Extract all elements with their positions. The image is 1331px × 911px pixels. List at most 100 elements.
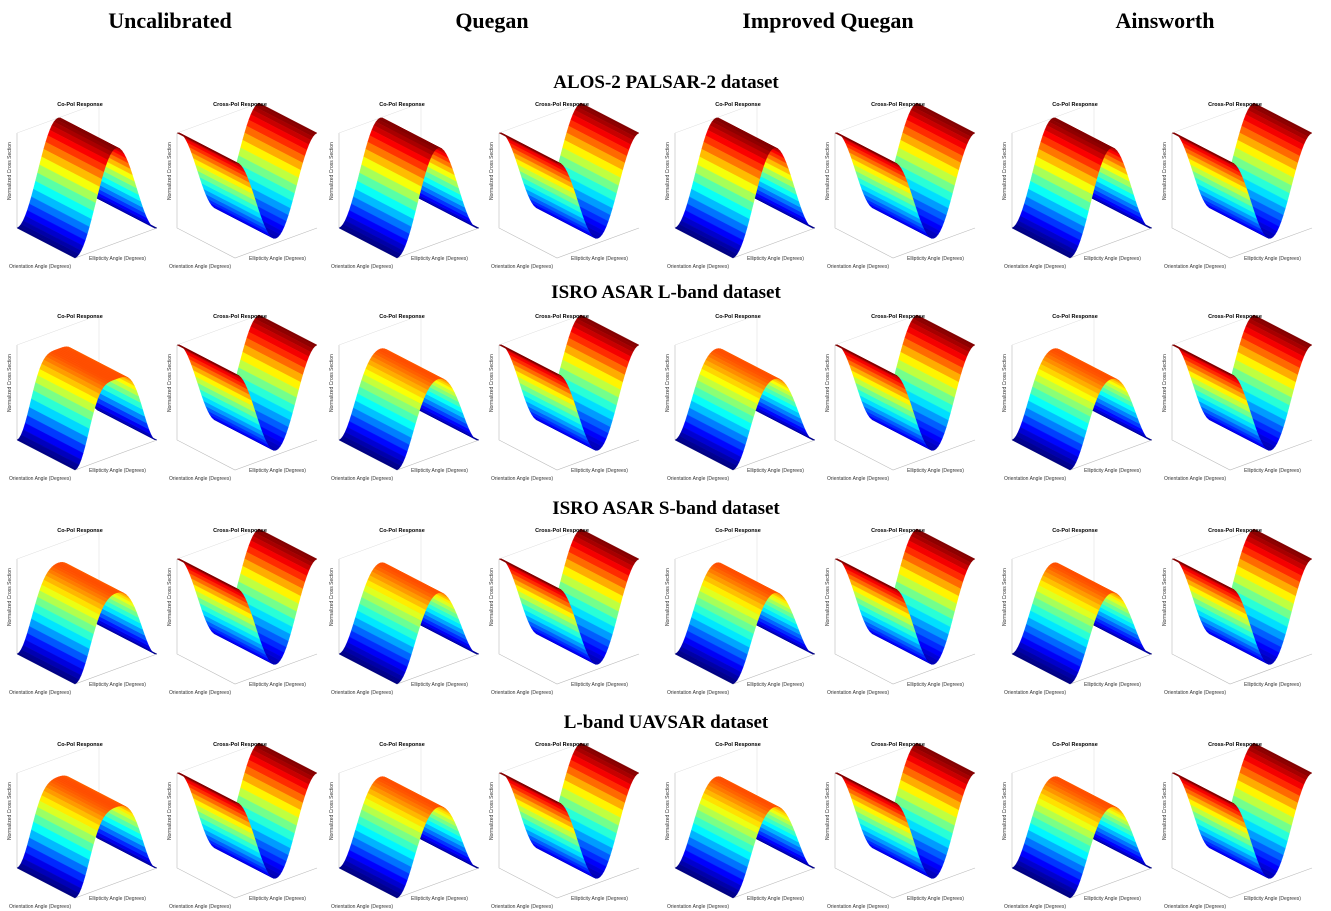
y-axis-label: Ellipticity Angle (Degrees) [1244,896,1301,902]
column-header: Uncalibrated [108,8,231,33]
z-axis-label: Normalized Cross Section [7,568,13,626]
plot-title: Cross-Pol Response [213,742,267,748]
axis-line [16,528,100,560]
plot-title: Cross-Pol Response [535,314,589,320]
surface-plot: Co-Pol Response Normalized Cross Section O… [1002,528,1153,696]
y-axis-label: Ellipticity Angle (Degrees) [249,256,306,262]
y-axis-label: Ellipticity Angle (Degrees) [1244,256,1301,262]
surface-strip [16,438,78,471]
y-axis-label: Ellipticity Angle (Degrees) [747,682,804,688]
plot-title: Cross-Pol Response [1208,528,1262,534]
x-axis-label: Orientation Angle (Degrees) [331,690,393,696]
z-axis-label: Normalized Cross Section [665,568,671,626]
y-axis-label: Ellipticity Angle (Degrees) [571,682,628,688]
axis-box [1171,559,1313,685]
plot-title: Co-Pol Response [379,742,425,748]
x-axis-label: Orientation Angle (Degrees) [491,690,553,696]
axis-box [1171,773,1313,899]
surface-plot: Cross-Pol Response Normalized Cross Secti… [825,742,976,910]
axis-line [176,528,260,560]
plot-title: Cross-Pol Response [535,528,589,534]
z-axis-label: Normalized Cross Section [329,568,335,626]
y-axis-label: Ellipticity Angle (Degrees) [571,256,628,262]
y-axis-label: Ellipticity Angle (Degrees) [747,256,804,262]
y-axis-label: Ellipticity Angle (Degrees) [411,896,468,902]
axis-line [834,102,918,134]
x-axis-label: Orientation Angle (Degrees) [1164,904,1226,910]
axis-box [176,345,318,471]
z-axis-label: Normalized Cross Section [825,354,831,412]
x-axis-label: Orientation Angle (Degrees) [667,904,729,910]
z-axis-label: Normalized Cross Section [489,782,495,840]
axis-line [1171,102,1255,134]
y-axis-label: Ellipticity Angle (Degrees) [907,468,964,474]
column-header: Quegan [455,8,528,33]
axis-box [176,559,318,685]
y-axis-label: Ellipticity Angle (Degrees) [1084,896,1141,902]
surface-strip [674,226,736,259]
z-axis-label: Normalized Cross Section [825,568,831,626]
surface-plot: Co-Pol Response Normalized Cross Section O… [1002,314,1153,482]
x-axis-label: Orientation Angle (Degrees) [491,264,553,270]
z-axis-label: Normalized Cross Section [329,142,335,200]
x-axis-label: Orientation Angle (Degrees) [827,264,889,270]
axis-line [1011,528,1095,560]
y-axis-label: Ellipticity Angle (Degrees) [411,682,468,688]
surface-plot: Co-Pol Response Normalized Cross Section O… [329,102,480,270]
surface-plot: Cross-Pol Response Normalized Cross Secti… [489,314,640,482]
surface-strip [176,558,238,590]
x-axis-label: Orientation Angle (Degrees) [331,904,393,910]
x-axis-label: Orientation Angle (Degrees) [1004,476,1066,482]
surface-plot: Cross-Pol Response Normalized Cross Secti… [167,742,318,910]
axis-line [674,742,758,774]
x-axis-label: Orientation Angle (Degrees) [1004,690,1066,696]
axis-line [834,314,918,346]
y-axis-label: Ellipticity Angle (Degrees) [571,896,628,902]
y-axis-label: Ellipticity Angle (Degrees) [1084,256,1141,262]
z-axis-label: Normalized Cross Section [665,782,671,840]
surface-plot: Co-Pol Response Normalized Cross Section O… [665,102,816,270]
axis-line [176,314,260,346]
surface-strip [338,652,400,685]
surface-strip [16,866,78,899]
plot-title: Cross-Pol Response [535,742,589,748]
surface-strip [16,226,78,259]
axis-line [16,742,100,774]
axis-line [674,314,758,346]
y-axis-label: Ellipticity Angle (Degrees) [89,896,146,902]
y-axis-label: Ellipticity Angle (Degrees) [89,256,146,262]
x-axis-label: Orientation Angle (Degrees) [827,476,889,482]
plot-title: Co-Pol Response [379,314,425,320]
plot-title: Co-Pol Response [1052,742,1098,748]
axis-line [338,742,422,774]
surface-strip [1011,438,1073,471]
surface-plot: Co-Pol Response Normalized Cross Section O… [1002,102,1153,270]
surface-plot: Cross-Pol Response Normalized Cross Secti… [825,528,976,696]
surface-strip [338,866,400,899]
surface-strip [1171,772,1233,804]
z-axis-label: Normalized Cross Section [167,142,173,200]
x-axis-label: Orientation Angle (Degrees) [1164,690,1226,696]
surface-strip [498,132,560,164]
y-axis-label: Ellipticity Angle (Degrees) [1084,682,1141,688]
axis-box [1171,345,1313,471]
surface-plot: Cross-Pol Response Normalized Cross Secti… [825,102,976,270]
axis-line [16,314,100,346]
surface-plot: Cross-Pol Response Normalized Cross Secti… [1162,314,1313,482]
z-axis-label: Normalized Cross Section [825,142,831,200]
axis-box [176,133,318,259]
y-axis-label: Ellipticity Angle (Degrees) [1244,468,1301,474]
y-axis-label: Ellipticity Angle (Degrees) [249,682,306,688]
axis-line [1171,528,1255,560]
surface-strip [176,132,238,164]
surface-plot: Cross-Pol Response Normalized Cross Secti… [167,314,318,482]
y-axis-label: Ellipticity Angle (Degrees) [907,256,964,262]
y-axis-label: Ellipticity Angle (Degrees) [411,468,468,474]
axis-line [498,742,582,774]
surface-strip [674,866,736,899]
y-axis-label: Ellipticity Angle (Degrees) [249,468,306,474]
surface-plot: Co-Pol Response Normalized Cross Section O… [329,742,480,910]
x-axis-label: Orientation Angle (Degrees) [169,690,231,696]
axis-line [338,528,422,560]
